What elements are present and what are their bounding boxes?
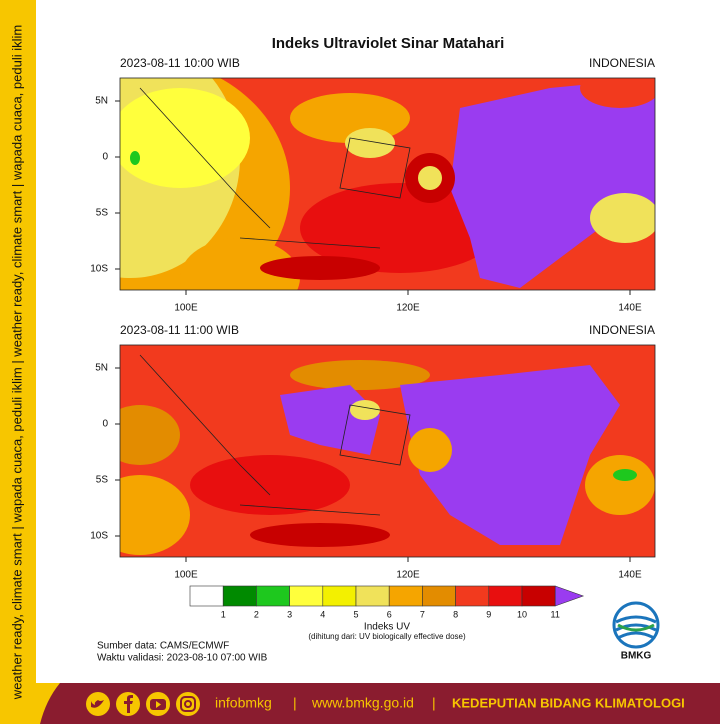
lat-label: 0 (102, 152, 108, 163)
uv-region (120, 88, 250, 188)
colorbar-arrow (554, 585, 585, 607)
uv-region (120, 405, 180, 465)
map (120, 345, 655, 557)
uv-region (408, 428, 452, 472)
footer-url[interactable]: www.bmkg.go.id (311, 695, 414, 711)
lon-label: 100E (174, 570, 198, 581)
uv-region (400, 365, 620, 545)
uv-region (130, 151, 140, 165)
panel-region: INDONESIA (589, 323, 655, 337)
colorbar-label: 7 (420, 609, 425, 619)
colorbar-subtitle: (dihitung dari: UV biologically effectiv… (308, 632, 466, 641)
colorbar-label: 4 (320, 609, 325, 619)
colorbar-box (189, 585, 224, 607)
validity: Waktu validasi: 2023-08-10 07:00 WIB (97, 653, 268, 664)
uv-region (300, 183, 500, 273)
colorbar-label: 3 (287, 609, 292, 619)
title: Indeks Ultraviolet Sinar Matahari (272, 35, 505, 52)
footer-separator: | (432, 695, 436, 711)
uv-region (350, 400, 380, 420)
lon-label: 140E (618, 303, 642, 314)
uv-region (613, 469, 637, 481)
colorbar-box (256, 585, 290, 607)
colorbar-label: 9 (486, 609, 491, 619)
social-icons (86, 692, 200, 716)
lat-label: 5S (96, 475, 109, 486)
colorbar-box (455, 585, 490, 607)
side-band (0, 0, 36, 724)
uv-region (418, 166, 442, 190)
uv-region (585, 455, 655, 515)
colorbar-label: 2 (254, 609, 259, 619)
map-frame (119, 344, 656, 558)
uv-region (345, 128, 395, 158)
colorbar-label: 11 (551, 609, 560, 619)
uv-region (450, 78, 655, 288)
footer-separator: | (293, 695, 297, 711)
panel-time: 2023-08-11 10:00 WIB (120, 56, 240, 70)
lat-label: 10S (90, 264, 108, 275)
logo-text: BMKG (621, 651, 652, 662)
lon-label: 100E (174, 303, 198, 314)
logo: BMKG (612, 601, 660, 662)
uv-region (280, 385, 380, 455)
lat-label: 5N (95, 96, 108, 107)
lon-label: 140E (618, 570, 642, 581)
colorbar-label: 5 (353, 609, 358, 619)
coastline (139, 87, 411, 249)
uv-region (580, 78, 655, 108)
lat-label: 10S (90, 531, 108, 542)
lon-label: 120E (396, 570, 420, 581)
colorbar-box (521, 585, 556, 607)
uv-region (180, 238, 300, 290)
colorbar-box (388, 585, 423, 607)
colorbar-label: 6 (387, 609, 392, 619)
instagram-icon[interactable] (176, 692, 200, 716)
panel-time: 2023-08-11 11:00 WIB (120, 323, 239, 337)
colorbar-box (322, 585, 357, 607)
colorbar-box (355, 585, 390, 607)
side-text: weather ready, climate smart | wapada cu… (9, 25, 24, 700)
colorbar-box (289, 585, 324, 607)
footer-accent (36, 683, 60, 724)
panel-region: INDONESIA (589, 56, 655, 70)
uv-region (120, 475, 190, 555)
uv-region (190, 455, 350, 515)
colorbar-label: 8 (453, 609, 458, 619)
uv-region (260, 256, 380, 280)
uv-region (590, 193, 655, 243)
coastline (139, 354, 411, 516)
lon-label: 120E (396, 303, 420, 314)
colorbar-title: Indeks UV (364, 622, 410, 633)
colorbar-box (222, 585, 257, 607)
colorbar-label: 10 (517, 609, 527, 619)
colorbar-label: 1 (221, 609, 226, 619)
colorbar-box (422, 585, 456, 607)
footer-department: KEDEPUTIAN BIDANG KLIMATOLOGI (452, 695, 685, 710)
uv-region (250, 523, 390, 547)
lat-label: 5S (96, 208, 109, 219)
uv-region (290, 360, 430, 390)
map (120, 78, 655, 290)
source: Sumber data: CAMS/ECMWF (97, 641, 229, 652)
lat-label: 5N (95, 363, 108, 374)
lat-label: 0 (102, 419, 108, 430)
colorbar-box (488, 585, 523, 607)
map-frame (119, 77, 656, 291)
footer-handle[interactable]: infobmkg (215, 695, 272, 711)
